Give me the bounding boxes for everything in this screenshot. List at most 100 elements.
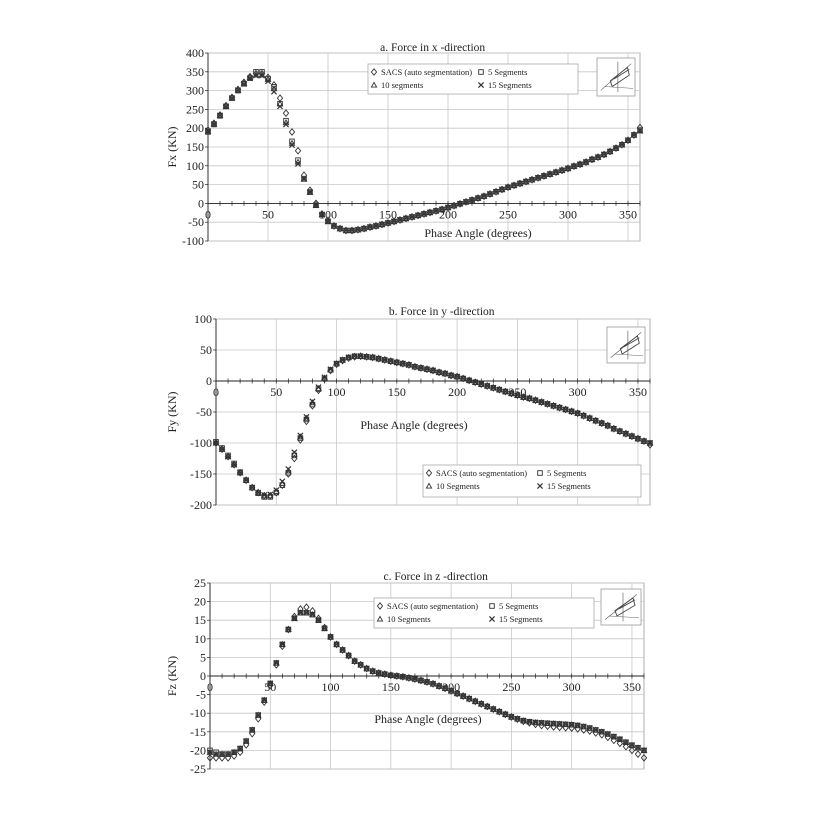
data-point <box>318 211 326 218</box>
data-point <box>562 405 569 413</box>
data-point <box>351 657 359 664</box>
data-point <box>516 179 524 187</box>
data-point <box>538 719 545 726</box>
data-point <box>460 693 467 700</box>
data-point <box>616 735 624 742</box>
y-tick-label: 5 <box>200 650 206 664</box>
data-point <box>345 354 352 361</box>
data-point <box>354 226 362 233</box>
data-point <box>540 172 548 179</box>
data-point <box>357 353 364 360</box>
data-point <box>393 672 401 679</box>
data-point <box>426 208 434 215</box>
data-point <box>399 360 406 367</box>
data-point <box>459 692 467 699</box>
data-point <box>502 388 509 395</box>
data-point <box>345 353 352 360</box>
data-point <box>408 213 416 220</box>
data-point <box>312 199 320 208</box>
data-point <box>267 680 274 687</box>
data-point <box>417 677 424 684</box>
data-point <box>309 398 316 405</box>
data-point <box>254 711 262 718</box>
data-point <box>508 390 515 397</box>
data-point <box>231 460 237 467</box>
data-point <box>532 397 539 404</box>
data-point <box>375 355 383 362</box>
data-point <box>285 626 292 633</box>
data-point <box>441 684 449 691</box>
data-point <box>454 690 461 697</box>
data-point <box>315 614 322 623</box>
data-point <box>634 435 641 442</box>
data-point <box>369 354 376 361</box>
data-point <box>212 439 220 446</box>
data-point <box>369 353 377 360</box>
data-point <box>540 172 548 179</box>
data-point <box>363 353 370 360</box>
data-point <box>495 708 503 715</box>
legend-box <box>367 63 579 95</box>
data-point <box>315 617 322 624</box>
data-point <box>426 209 434 216</box>
data-point <box>387 358 394 365</box>
data-point <box>442 685 449 692</box>
data-point <box>616 428 623 435</box>
data-point <box>375 669 382 677</box>
data-point <box>243 738 250 745</box>
data-point <box>272 659 280 666</box>
series-x <box>212 353 654 499</box>
data-point <box>456 200 464 207</box>
data-point <box>640 747 648 754</box>
data-point <box>640 753 648 762</box>
data-point <box>303 609 310 616</box>
data-point <box>507 389 515 396</box>
data-point <box>594 154 602 161</box>
data-point <box>363 665 371 672</box>
data-point <box>321 374 328 381</box>
data-point <box>474 195 482 202</box>
data-point <box>556 404 563 411</box>
x-axis-label: Phase Angle (degrees) <box>374 712 481 726</box>
x-tick-label: 350 <box>619 207 637 221</box>
data-point <box>333 360 340 369</box>
thumbnail-structure <box>614 597 636 617</box>
data-point <box>430 680 437 687</box>
data-point <box>294 160 302 167</box>
data-point <box>273 487 280 494</box>
legend-marker <box>489 603 495 609</box>
data-point <box>622 739 629 746</box>
data-point <box>586 724 594 731</box>
x-tick-label: 100 <box>319 207 337 221</box>
data-point <box>351 658 358 665</box>
data-point <box>330 222 338 229</box>
data-point <box>538 719 545 726</box>
data-point <box>478 381 485 388</box>
y-tick-label: -10 <box>190 706 206 720</box>
data-point <box>574 410 581 417</box>
data-point <box>612 144 620 151</box>
data-point <box>514 392 521 399</box>
data-point <box>224 750 232 757</box>
data-point <box>324 217 332 224</box>
data-point <box>432 207 440 214</box>
data-point <box>429 366 437 373</box>
data-point <box>436 683 443 690</box>
data-point <box>454 373 461 380</box>
data-point <box>616 736 623 743</box>
data-point <box>393 358 401 365</box>
data-point <box>552 169 560 176</box>
data-point <box>552 168 560 175</box>
data-point <box>544 400 551 407</box>
data-point <box>574 722 581 729</box>
data-point <box>628 742 635 749</box>
data-point <box>273 659 280 667</box>
data-point <box>303 413 310 420</box>
data-point <box>381 356 388 363</box>
data-point <box>442 370 449 377</box>
data-point <box>514 391 521 398</box>
data-point <box>297 609 304 616</box>
data-point <box>604 731 611 738</box>
data-point <box>568 721 575 728</box>
data-point <box>405 361 413 368</box>
